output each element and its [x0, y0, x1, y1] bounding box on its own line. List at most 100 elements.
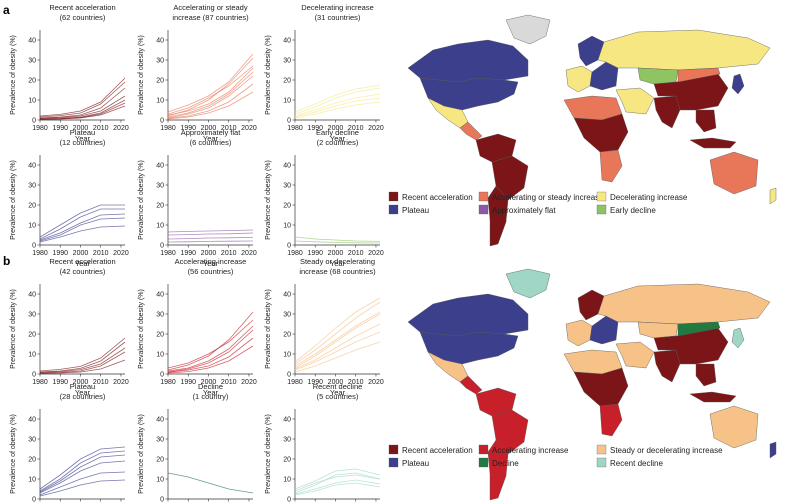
y-tick-label: 30	[156, 183, 164, 190]
map-region-russia	[597, 29, 771, 71]
y-axis-label: Prevalence of obesity (%)	[138, 289, 145, 369]
series-line	[39, 87, 126, 119]
legend-label: Plateau	[402, 459, 429, 468]
y-tick-label: 0	[160, 372, 164, 379]
x-axis-label: Year	[75, 259, 91, 268]
chart-title-line: Approximately flat	[181, 128, 242, 137]
x-tick-label: 1980	[160, 379, 176, 386]
map-legends: Recent acceleration Accelerating or stead…	[388, 191, 723, 468]
series-line	[294, 474, 381, 492]
series-line	[39, 479, 126, 497]
chart-title-line: increase (68 countries)	[299, 267, 376, 276]
legend-swatch	[478, 204, 489, 215]
x-tick-label: 2000	[201, 125, 217, 132]
series-line	[167, 71, 254, 118]
y-tick-label: 30	[283, 58, 291, 65]
map-region-central-asia	[637, 321, 679, 339]
chart-title-line: (5 countries)	[317, 392, 359, 401]
y-tick-label: 20	[283, 332, 291, 339]
x-tick-label: 2000	[73, 125, 89, 132]
y-tick-label: 40	[283, 292, 291, 299]
y-axis-label: Prevalence of obesity (%)	[265, 35, 272, 115]
x-tick-label: 2010	[348, 379, 364, 386]
y-tick-label: 20	[28, 203, 36, 210]
series-line	[294, 87, 381, 115]
legend-swatch	[388, 457, 399, 468]
map-region-south-america-south	[487, 185, 509, 247]
x-tick-label: 1980	[32, 250, 48, 257]
x-tick-label: 2020	[241, 379, 257, 386]
y-tick-label: 10	[28, 352, 36, 359]
x-tick-label: 2010	[93, 250, 109, 257]
series-line	[294, 468, 381, 490]
y-tick-label: 0	[32, 372, 36, 379]
map-region-india	[653, 349, 681, 383]
y-axis-label: Prevalence of obesity (%)	[265, 160, 272, 240]
series-line	[39, 208, 125, 240]
x-tick-label: 1980	[32, 379, 48, 386]
world-map-b	[407, 268, 777, 501]
chart-title-line: (62 countries)	[60, 13, 106, 22]
chart-4: Plateau(12 countries) 0 10 20 30 40 1980 1990 20…	[10, 128, 129, 268]
x-tick-label: 2000	[73, 250, 89, 257]
chart-11: Decline(1 country) 0 10 20 30 40 1980 1990 2000 2…	[138, 382, 254, 503]
series-line	[167, 472, 254, 494]
y-tick-label: 10	[28, 98, 36, 105]
map-region-southeast-asia	[695, 109, 717, 133]
y-tick-label: 40	[156, 163, 164, 170]
panel-letters: a b	[3, 3, 10, 268]
series-line	[294, 240, 381, 244]
series-line	[167, 232, 254, 236]
x-tick-label: 2000	[201, 379, 217, 386]
y-tick-label: 20	[283, 457, 291, 464]
y-tick-label: 40	[28, 292, 36, 299]
chart-title-line: Decline	[198, 382, 223, 391]
y-tick-label: 0	[160, 118, 164, 125]
x-tick-label: 1990	[307, 379, 323, 386]
x-tick-label: 2010	[221, 379, 237, 386]
series-line	[39, 471, 126, 496]
x-axis-label: Year	[75, 134, 91, 143]
x-tick-label: 2020	[241, 250, 257, 257]
map-region-central-asia	[637, 67, 679, 85]
y-tick-label: 0	[32, 243, 36, 250]
chart-title-line: (6 countries)	[190, 138, 232, 147]
y-axis-label: Prevalence of obesity (%)	[10, 35, 17, 115]
y-tick-label: 20	[283, 203, 291, 210]
chart-title-line: Decelerating increase	[301, 3, 374, 12]
legend-label: Decelerating increase	[610, 193, 688, 202]
chart-1: Recent acceleration(62 countries) 0 10 20 30…	[10, 3, 129, 143]
series-line	[39, 213, 126, 241]
series-line	[39, 95, 126, 119]
y-tick-label: 10	[283, 223, 291, 230]
series-line	[294, 331, 381, 371]
map-region-indonesia	[689, 391, 737, 403]
x-axis-label: Year	[330, 259, 346, 268]
y-tick-label: 0	[160, 243, 164, 250]
y-tick-label: 30	[283, 312, 291, 319]
series-line	[167, 83, 254, 119]
x-axis-label: Year	[203, 134, 219, 143]
legend-swatch	[478, 457, 489, 468]
y-tick-label: 40	[283, 38, 291, 45]
y-axis-label: Prevalence of obesity (%)	[10, 414, 17, 494]
series-line	[39, 450, 126, 492]
series-line	[294, 236, 381, 242]
x-tick-label: 1980	[287, 250, 303, 257]
x-tick-label: 2010	[221, 250, 237, 257]
legend-label: Accelerating increase	[492, 446, 569, 455]
map-region-central-america	[459, 121, 483, 141]
x-axis-label: Year	[330, 388, 346, 397]
x-tick-label: 2010	[93, 379, 109, 386]
series-line	[39, 77, 126, 117]
series-line	[167, 237, 254, 240]
y-axis-label: Prevalence of obesity (%)	[138, 414, 145, 494]
legend-label: Approximately flat	[492, 206, 556, 215]
legend-swatch	[478, 444, 489, 455]
chart-title-line: (31 countries)	[315, 13, 361, 22]
series-line	[294, 301, 381, 365]
legend-swatch	[478, 191, 489, 202]
legend-swatch	[388, 444, 399, 455]
x-tick-label: 1980	[160, 125, 176, 132]
legend-label: Steady or decelerating increase	[610, 446, 723, 455]
